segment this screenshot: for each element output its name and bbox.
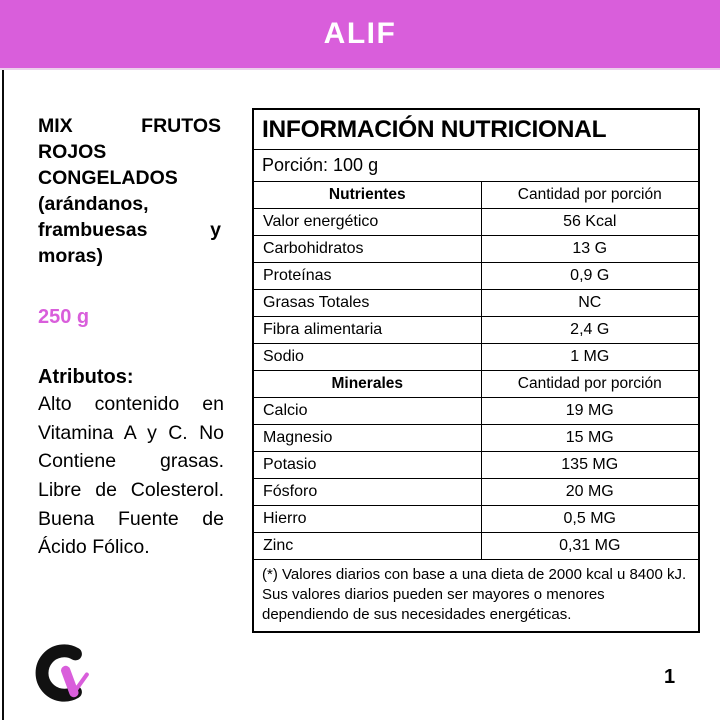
footnote-row: (*) Valores diarios con base a una dieta… xyxy=(252,559,700,633)
table-row: Carbohidratos 13 G xyxy=(252,235,700,263)
table-row: Proteínas 0,9 G xyxy=(252,262,700,290)
mineral-amount: 19 MG xyxy=(480,397,700,425)
product-weight: 250 g xyxy=(38,306,90,328)
table-row: Fósforo 20 MG xyxy=(252,478,700,506)
attributes-text: Alto contenido en Vitamina A y C. No Con… xyxy=(38,393,224,559)
brand-logo-icon xyxy=(35,644,89,702)
mineral-name: Magnesio xyxy=(252,424,482,452)
nutrient-name: Carbohidratos xyxy=(252,235,482,263)
nutrient-name: Sodio xyxy=(252,343,482,371)
table-row: Sodio 1 MG xyxy=(252,343,700,371)
nutrient-name: Valor energético xyxy=(252,208,482,236)
table-row: Calcio 19 MG xyxy=(252,397,700,425)
table-row: Valor energético 56 Kcal xyxy=(252,208,700,236)
minerals-header: Minerales xyxy=(252,370,482,398)
page-title: ALIF xyxy=(323,17,397,50)
nutrition-table-title: INFORMACIÓN NUTRICIONAL xyxy=(252,108,700,150)
minerals-header-row: Minerales Cantidad por porción xyxy=(252,370,700,398)
table-row: Fibra alimentaria 2,4 G xyxy=(252,316,700,344)
amount-header: Cantidad por porción xyxy=(480,181,700,209)
nutrients-header-row: Nutrientes Cantidad por porción xyxy=(252,181,700,209)
daily-values-footnote: (*) Valores diarios con base a una dieta… xyxy=(252,559,700,633)
page-edge-divider xyxy=(2,70,4,720)
mineral-name: Calcio xyxy=(252,397,482,425)
nutrient-name: Proteínas xyxy=(252,262,482,290)
table-row: Zinc 0,31 MG xyxy=(252,532,700,560)
nutrient-name: Fibra alimentaria xyxy=(252,316,482,344)
nutrient-amount: 0,9 G xyxy=(480,262,700,290)
page-number: 1 xyxy=(664,666,676,688)
table-row: Potasio 135 MG xyxy=(252,451,700,479)
mineral-name: Potasio xyxy=(252,451,482,479)
attributes-section: Atributos: Alto contenido en Vitamina A … xyxy=(38,366,224,562)
nutrient-amount: 56 Kcal xyxy=(480,208,700,236)
table-row: Grasas Totales NC xyxy=(252,289,700,317)
mineral-amount: 20 MG xyxy=(480,478,700,506)
portion-row: Porción: 100 g xyxy=(252,149,700,182)
nutrient-amount: 13 G xyxy=(480,235,700,263)
amount-header: Cantidad por porción xyxy=(480,370,700,398)
table-row: Magnesio 15 MG xyxy=(252,424,700,452)
mineral-amount: 15 MG xyxy=(480,424,700,452)
mineral-amount: 0,31 MG xyxy=(480,532,700,560)
mineral-name: Zinc xyxy=(252,532,482,560)
nutrients-header: Nutrientes xyxy=(252,181,482,209)
product-name: MIX FRUTOS ROJOS CONGELADOS (arándanos, … xyxy=(38,115,221,267)
mineral-name: Hierro xyxy=(252,505,482,533)
nutrient-amount: 1 MG xyxy=(480,343,700,371)
header-bar: ALIF xyxy=(0,0,720,68)
nutrient-amount: NC xyxy=(480,289,700,317)
nutrient-name: Grasas Totales xyxy=(252,289,482,317)
portion-value: Porción: 100 g xyxy=(252,149,700,182)
mineral-name: Fósforo xyxy=(252,478,482,506)
nutrient-amount: 2,4 G xyxy=(480,316,700,344)
table-row: Hierro 0,5 MG xyxy=(252,505,700,533)
attributes-label: Atributos: xyxy=(38,366,134,388)
mineral-amount: 0,5 MG xyxy=(480,505,700,533)
nutrition-table-title-row: INFORMACIÓN NUTRICIONAL xyxy=(252,108,700,150)
mineral-amount: 135 MG xyxy=(480,451,700,479)
nutrition-table: INFORMACIÓN NUTRICIONAL Porción: 100 g N… xyxy=(252,108,700,634)
